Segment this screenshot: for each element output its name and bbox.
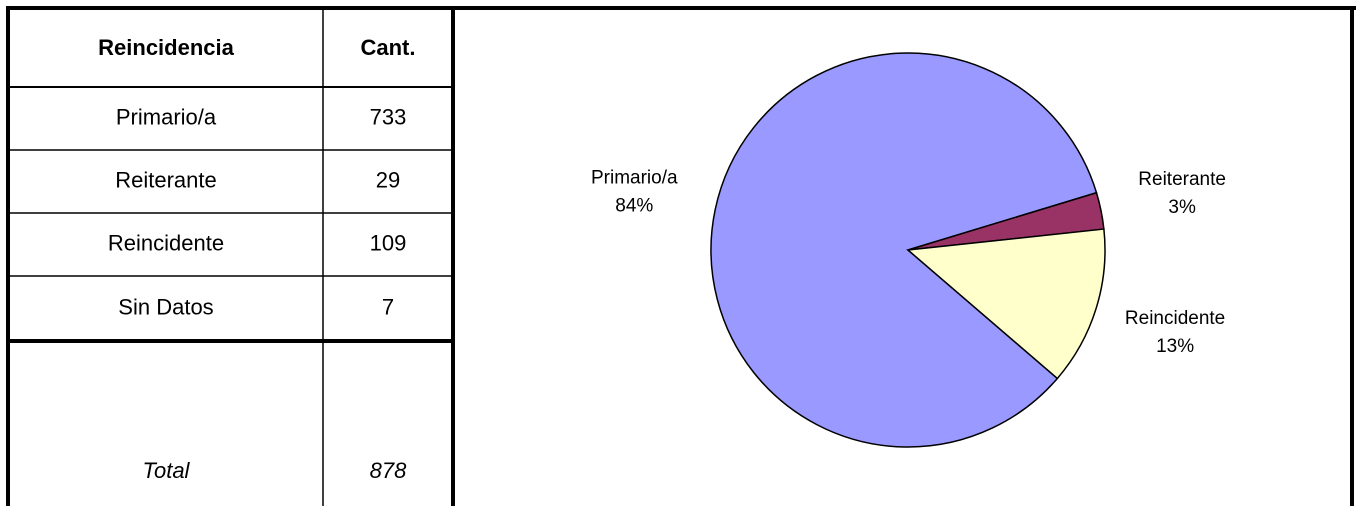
slice-label: Primario/a (591, 167, 678, 188)
cell: 733 (370, 104, 407, 129)
header-cell: Cant. (361, 35, 416, 60)
slice-label: Reincidente (1125, 308, 1225, 329)
slice-value: 84% (615, 195, 653, 216)
header-cell: Reincidencia (98, 35, 234, 60)
cell: Reiterante (115, 167, 217, 192)
cell: Primario/a (116, 104, 217, 129)
pie-slice (906, 228, 1106, 380)
total-cell: Total (143, 458, 191, 483)
slice-value: 13% (1156, 336, 1194, 357)
cell: Sin Datos (118, 294, 213, 319)
slice-value: 3% (1168, 197, 1196, 218)
cell: 109 (370, 230, 407, 255)
cell: 7 (382, 294, 394, 319)
slice-label: Reiterante (1138, 169, 1226, 190)
cell: 29 (376, 167, 400, 192)
cell: Reincidente (108, 230, 224, 255)
table-grid (6, 6, 1356, 506)
total-cell: 878 (370, 458, 407, 483)
pie-slice (710, 52, 1098, 448)
